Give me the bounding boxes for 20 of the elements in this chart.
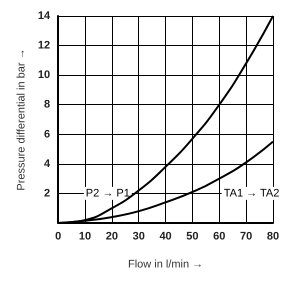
x-tick-label: 80 xyxy=(266,230,280,242)
y-tick-label: 8 xyxy=(44,98,50,111)
y-tick-label: 12 xyxy=(38,40,50,52)
x-tick-label: 40 xyxy=(159,230,172,242)
y-tick-label: 4 xyxy=(44,158,52,170)
y-axis-title: Pressure differential in bar → xyxy=(16,48,28,191)
x-tick-label: 0 xyxy=(55,230,62,242)
y-tick-label: 14 xyxy=(38,10,52,22)
x-tick-label: 70 xyxy=(240,230,252,242)
x-tick-label: 10 xyxy=(78,230,92,242)
x-tick-label: 30 xyxy=(132,230,145,242)
y-tick-label: 10 xyxy=(38,69,50,82)
y-tick-label: 2 xyxy=(44,187,50,200)
y-tick-label: 6 xyxy=(44,128,50,140)
x-axis-title: Flow in l/min → xyxy=(128,258,204,270)
x-tick-label: 20 xyxy=(106,230,118,242)
annotation: TA1 → TA2 xyxy=(224,187,280,200)
x-tick-label: 60 xyxy=(213,230,226,242)
annotation: P2 → P1 xyxy=(86,187,130,200)
x-tick-label: 50 xyxy=(186,230,199,242)
